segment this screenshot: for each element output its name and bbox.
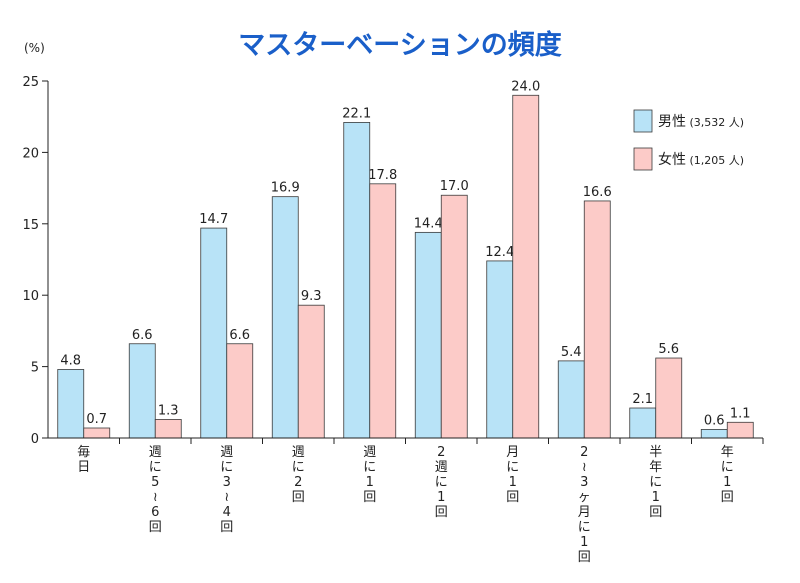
bar-male [343,122,371,439]
data-label: 16.6 [583,185,612,200]
data-label: 16.9 [271,181,300,196]
x-category-label: 2 ≀ 3 ヶ月に 1 回 [578,445,591,565]
bar-female [83,427,111,439]
x-category-label: 2 週に 1 回 [435,445,448,520]
bar-male [486,260,514,439]
bar-male [271,196,299,439]
data-label: 9.3 [301,289,322,304]
bar-male [629,407,657,439]
x-axis: 毎日 週に 5 ≀ 6 回 週に 3 ≀ 4 回 週に 2 回 週に 1 回 2 週に 1 回 月に 1 回 2 ≀ 3 ヶ月に 1 回 半… [48,437,764,565]
data-label: 1.1 [730,406,751,421]
data-label: 17.0 [440,179,469,194]
y-axis-unit: (%) [24,41,45,55]
x-category-label: 週に 2 回 [292,445,305,505]
x-category-label: 半年に 1 回 [649,445,662,520]
legend-label-male: 男性 (3,532 人) [658,114,744,130]
legend-label-female: 女性 (1,205 人) [658,151,744,168]
bars: 4.8 0.7 6.6 1.3 14.7 6.6 16.9 9.3 22.1 17.8 14.4 17… [57,79,754,439]
data-label: 12.4 [485,245,514,260]
bar-female [297,304,325,439]
data-label: 0.6 [704,413,725,428]
x-category-label: 月に 1 回 [506,445,519,505]
data-label: 6.6 [132,328,153,343]
bar-female [440,194,468,439]
bar-female [583,200,611,439]
y-tick-label: 15 [22,218,39,233]
x-category-label: 毎日 [77,444,90,475]
bar-male [700,429,728,439]
bar-female [655,357,683,439]
bar-male [200,227,228,439]
y-tick-label: 20 [22,146,39,161]
bar-male [128,343,156,439]
legend: 男性 (3,532 人) 女性 (1,205 人) [633,109,744,171]
bar-male [414,231,442,439]
data-label: 2.1 [632,392,653,407]
legend-swatch-female [633,147,653,171]
y-tick-label: 10 [22,289,39,304]
bar-female [154,419,182,439]
bar-female [369,183,397,439]
y-tick-label: 25 [22,75,39,90]
x-category-label: 年に 1 回 [721,445,734,505]
bar-female [512,94,540,439]
bar-male [557,360,585,439]
bar-female [226,343,254,439]
data-label: 6.6 [229,328,250,343]
y-axis: 0 5 10 15 20 25 [22,75,49,447]
data-label: 14.4 [414,216,443,231]
data-label: 14.7 [199,212,228,227]
data-label: 5.6 [658,342,679,357]
x-category-label: 週に 3 ≀ 4 回 [220,445,233,535]
legend-swatch-male [633,109,653,133]
bar-female [726,421,754,439]
chart-title: マスターベーションの頻度 [238,29,561,61]
data-label: 4.8 [60,353,81,368]
x-category-label: 週に 5 ≀ 6 回 [149,445,162,535]
data-label: 1.3 [158,403,179,418]
bar-male [57,369,85,439]
y-tick-label: 5 [31,361,39,376]
data-label: 24.0 [511,79,540,94]
data-label: 22.1 [342,106,371,121]
data-label: 17.8 [368,168,397,183]
data-label: 5.4 [561,345,582,360]
y-tick-label: 0 [31,432,39,447]
x-category-label: 週に 1 回 [363,445,376,505]
data-label: 0.7 [86,412,107,427]
